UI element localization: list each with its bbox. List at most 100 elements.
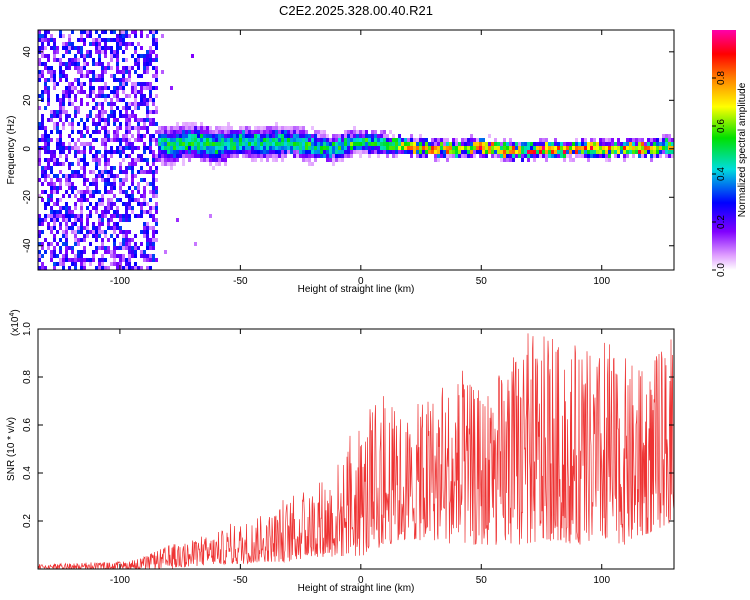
heatmap-cell xyxy=(56,110,59,114)
heatmap-cell xyxy=(305,134,308,138)
heatmap-cell xyxy=(152,242,155,246)
heatmap-cell xyxy=(161,150,164,154)
heatmap-cell xyxy=(113,110,116,114)
heatmap-cell xyxy=(221,130,224,134)
heatmap-cell xyxy=(305,146,308,150)
colorbar-tick-label: 0.0 xyxy=(716,263,727,277)
heatmap-cell xyxy=(53,50,56,54)
heatmap-cell xyxy=(53,158,56,162)
heatmap-cell xyxy=(236,154,239,158)
heatmap-cell xyxy=(209,150,212,154)
heatmap-cell xyxy=(98,218,101,222)
heatmap-cell xyxy=(65,62,68,66)
heatmap-cell xyxy=(254,138,257,142)
heatmap-cell xyxy=(128,130,131,134)
heatmap-cell xyxy=(101,114,104,118)
heatmap-cell xyxy=(65,118,68,122)
heatmap-cell xyxy=(365,134,368,138)
x-tick-label: -50 xyxy=(233,276,248,287)
heatmap-cell xyxy=(263,130,266,134)
heatmap-cell xyxy=(125,94,128,98)
heatmap-cell xyxy=(587,158,590,162)
heatmap-cell xyxy=(278,146,281,150)
heatmap-cell xyxy=(167,142,170,146)
y-tick-label: 20 xyxy=(22,94,33,106)
heatmap-cell xyxy=(200,138,203,142)
heatmap-cell xyxy=(155,138,158,142)
heatmap-cell xyxy=(164,138,167,142)
heatmap-cell xyxy=(485,142,488,146)
heatmap-cell xyxy=(266,138,269,142)
heatmap-cell xyxy=(95,126,98,130)
heatmap-cell xyxy=(101,246,104,250)
heatmap-cell xyxy=(68,142,71,146)
heatmap-cell xyxy=(170,134,173,138)
heatmap-cell xyxy=(62,214,65,218)
heatmap-cell xyxy=(68,114,71,118)
heatmap-cell xyxy=(251,134,254,138)
heatmap-cell xyxy=(296,146,299,150)
heatmap-cell xyxy=(140,118,143,122)
heatmap-cell xyxy=(119,86,122,90)
heatmap-cell xyxy=(56,94,59,98)
heatmap-cell xyxy=(59,182,62,186)
heatmap-cell xyxy=(92,74,95,78)
heatmap-cell xyxy=(158,134,161,138)
heatmap-cell xyxy=(215,154,218,158)
heatmap-cell xyxy=(200,142,203,146)
heatmap-cell xyxy=(581,154,584,158)
heatmap-cell xyxy=(83,62,86,66)
heatmap-cell xyxy=(101,262,104,266)
heatmap-cell xyxy=(497,146,500,150)
heatmap-cell xyxy=(242,138,245,142)
heatmap-cell xyxy=(140,34,143,38)
heatmap-cell xyxy=(218,158,221,162)
heatmap-cell xyxy=(140,158,143,162)
heatmap-cell xyxy=(83,74,86,78)
heatmap-cell xyxy=(104,210,107,214)
heatmap-cell xyxy=(41,242,44,246)
heatmap-cell xyxy=(95,62,98,66)
heatmap-cell xyxy=(47,86,50,90)
heatmap-cell xyxy=(38,150,41,154)
heatmap-cell xyxy=(644,150,647,154)
heatmap-cell xyxy=(110,190,113,194)
heatmap-cell xyxy=(83,126,86,130)
heatmap-cell xyxy=(128,186,131,190)
heatmap-cell xyxy=(56,178,59,182)
heatmap-cell xyxy=(122,158,125,162)
heatmap-cell xyxy=(59,34,62,38)
heatmap-cell xyxy=(38,138,41,142)
heatmap-cell xyxy=(410,138,413,142)
heatmap-cell xyxy=(221,150,224,154)
heatmap-cell xyxy=(236,146,239,150)
heatmap-cell xyxy=(335,134,338,138)
heatmap-cell xyxy=(593,154,596,158)
heatmap-cell xyxy=(77,130,80,134)
heatmap-cell xyxy=(155,186,158,190)
heatmap-cell xyxy=(68,210,71,214)
heatmap-cell xyxy=(524,142,527,146)
heatmap-cell xyxy=(542,138,545,142)
heatmap-cell xyxy=(464,154,467,158)
heatmap-cell xyxy=(185,134,188,138)
heatmap-cell xyxy=(365,138,368,142)
heatmap-cell xyxy=(107,158,110,162)
heatmap-cell xyxy=(152,182,155,186)
heatmap-cell xyxy=(68,46,71,50)
heatmap-cell xyxy=(128,74,131,78)
heatmap-cell xyxy=(38,250,41,254)
heatmap-cell xyxy=(50,34,53,38)
heatmap-cell xyxy=(329,146,332,150)
heatmap-cell xyxy=(62,102,65,106)
heatmap-cell xyxy=(311,126,314,130)
heatmap-cell xyxy=(371,142,374,146)
heatmap-cell xyxy=(359,146,362,150)
heatmap-cell xyxy=(101,46,104,50)
heatmap-cell xyxy=(503,150,506,154)
heatmap-cell xyxy=(65,250,68,254)
heatmap-cell xyxy=(197,150,200,154)
heatmap-cell xyxy=(233,138,236,142)
heatmap-cell xyxy=(368,142,371,146)
heatmap-cell xyxy=(137,190,140,194)
